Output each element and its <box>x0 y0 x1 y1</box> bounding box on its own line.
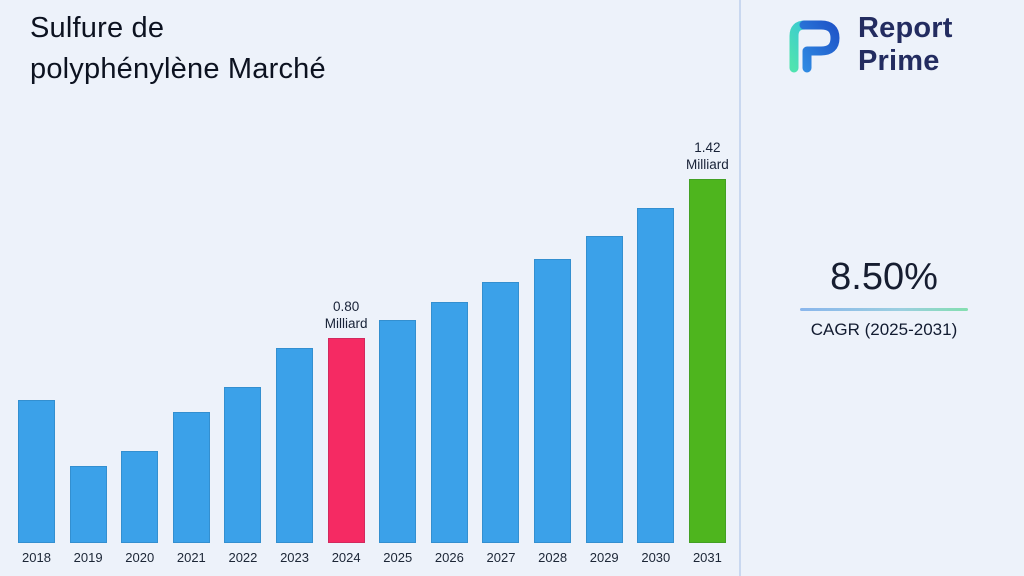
bar-2019 <box>69 466 107 543</box>
vertical-divider <box>739 0 741 576</box>
brand-logo: Report Prime <box>780 12 953 79</box>
bar-col-2022: 2022 <box>224 387 262 566</box>
title-line-1: Sulfure de <box>30 12 165 44</box>
bar-col-2026: 2026 <box>430 302 468 566</box>
x-label-2024: 2024 <box>331 550 361 565</box>
x-label-2021: 2021 <box>176 550 206 565</box>
x-label-2020: 2020 <box>125 550 155 565</box>
brand-name-line-1: Report <box>858 12 953 44</box>
bar-2023 <box>276 348 314 543</box>
bar-2031 <box>688 179 726 543</box>
page-title: Sulfure de polyphénylène Marché <box>30 8 326 89</box>
brand-name: Report Prime <box>858 12 953 79</box>
bar-col-2020: 2020 <box>121 451 159 566</box>
bar-col-2018: 2018 <box>18 400 55 566</box>
bar-col-2028: 2028 <box>534 259 572 566</box>
bar-col-2029: 2029 <box>585 236 623 566</box>
x-label-2019: 2019 <box>73 550 103 565</box>
bar-2029 <box>585 236 623 543</box>
cagr-underline <box>800 308 968 311</box>
title-line-2: polyphénylène Marché <box>30 52 326 85</box>
brand-name-line-2: Prime <box>858 45 940 78</box>
bar-annotation-2024: 0.80 Milliard <box>324 298 368 332</box>
bar-2020 <box>121 451 159 543</box>
bar-col-2031: 1.42 Milliard 2031 <box>686 139 729 566</box>
bar-col-2025: 2025 <box>379 320 417 566</box>
bar-col-2019: 2019 <box>69 466 107 566</box>
x-label-2029: 2029 <box>589 550 619 565</box>
bar-col-2021: 2021 <box>172 412 210 566</box>
bar-row: 2018 2019 2020 2021 2022 2023 0.80 Milliard 2024… <box>18 139 729 566</box>
x-label-2030: 2030 <box>641 550 671 565</box>
bar-2030 <box>637 208 675 543</box>
cagr-value: 8.50% <box>830 256 938 298</box>
bar-2028 <box>534 259 572 543</box>
x-label-2018: 2018 <box>22 550 51 565</box>
x-label-2027: 2027 <box>486 550 516 565</box>
bar-2021 <box>172 412 210 543</box>
x-label-2028: 2028 <box>538 550 568 565</box>
bar-2025 <box>379 320 417 543</box>
bar-col-2027: 2027 <box>482 282 520 566</box>
bar-annotation-2031: 1.42 Milliard <box>686 139 729 173</box>
bar-col-2023: 2023 <box>276 348 314 566</box>
bar-col-2024: 0.80 Milliard 2024 <box>324 298 368 566</box>
bar-2027 <box>482 282 520 543</box>
x-label-2022: 2022 <box>228 550 258 565</box>
x-label-2026: 2026 <box>434 550 464 565</box>
bar-2018 <box>18 400 55 543</box>
bar-chart: 2018 2019 2020 2021 2022 2023 0.80 Milliard 2024… <box>18 139 729 566</box>
x-label-2031: 2031 <box>692 550 722 565</box>
cagr-label: CAGR (2025-2031) <box>810 320 958 339</box>
bar-2024 <box>327 338 365 543</box>
x-label-2025: 2025 <box>383 550 413 565</box>
report-prime-logo-icon <box>789 20 840 73</box>
bar-2026 <box>430 302 468 543</box>
bar-2022 <box>224 387 262 543</box>
x-label-2023: 2023 <box>280 550 309 565</box>
bar-col-2030: 2030 <box>637 208 675 566</box>
cagr-block: 8.50% CAGR (2025-2031) <box>800 256 968 340</box>
